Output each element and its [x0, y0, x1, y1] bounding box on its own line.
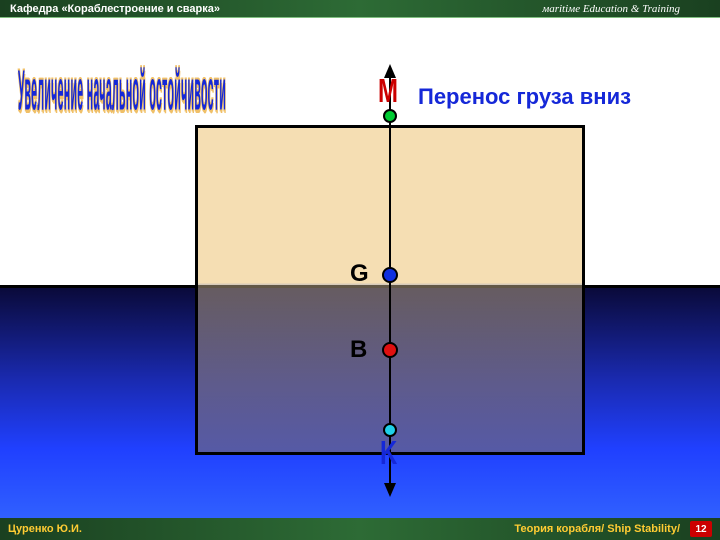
point-m: [383, 109, 397, 123]
page-number-badge: 12: [690, 521, 712, 537]
slide-footer: Цуренко Ю.И. Теория корабля/ Ship Stabil…: [0, 518, 720, 540]
course-name: Теория корабля/ Ship Stability/: [514, 523, 680, 535]
point-g: [382, 267, 398, 283]
slide-header: Кафедра «Кораблестроение и сварка» маrit…: [0, 0, 720, 18]
slide-title: Перенос груза вниз: [418, 84, 631, 110]
vertical-title: Увеличение начальной остойчивости: [18, 60, 226, 125]
program-name: маritiме Education & Training: [542, 3, 720, 15]
point-b: [382, 342, 398, 358]
dept-name: Кафедра «Кораблестроение и сварка»: [0, 3, 542, 15]
label-b: B: [350, 336, 367, 364]
label-k: K: [380, 440, 397, 468]
author-name: Цуренко Ю.И.: [8, 523, 82, 535]
label-m: M: [378, 78, 398, 106]
label-g: G: [350, 260, 369, 288]
axis-arrow-down-icon: [384, 483, 396, 497]
